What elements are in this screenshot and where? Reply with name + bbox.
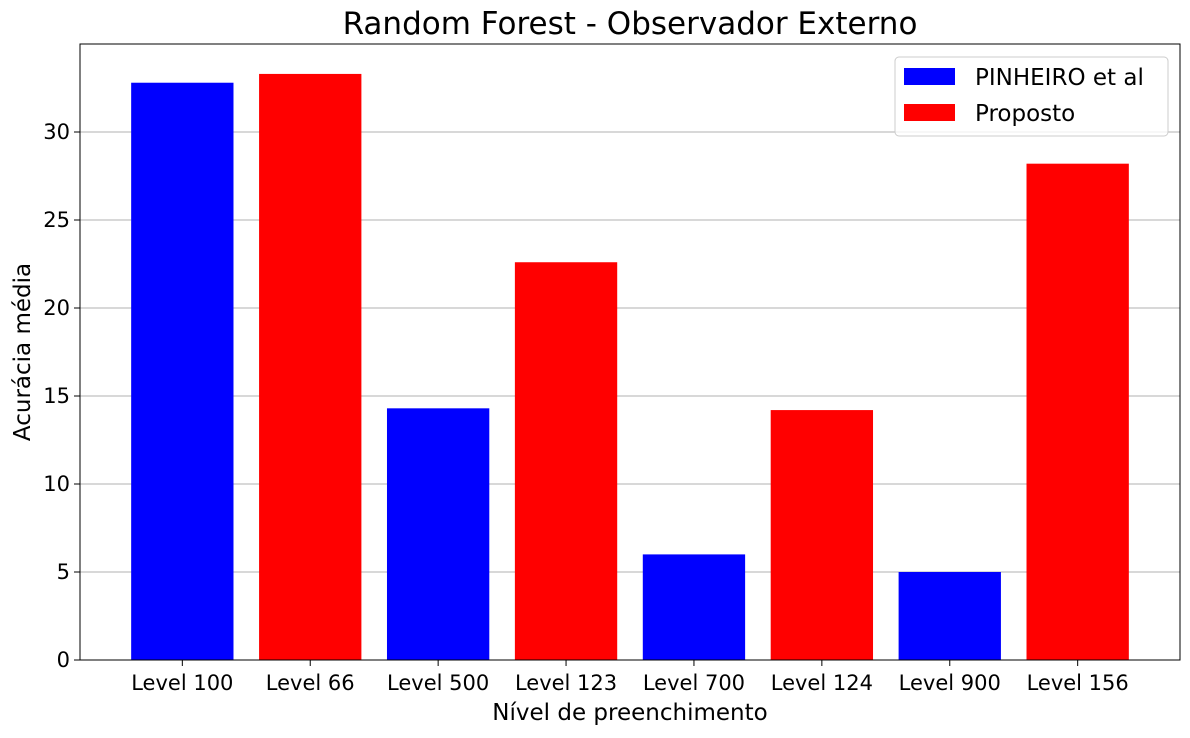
x-tick-label-3: Level 123 [515, 671, 617, 695]
y-tick-label-5: 25 [43, 208, 70, 232]
grid-lines [80, 131, 1180, 573]
legend-label-proposto: Proposto [975, 101, 1075, 127]
x-axis-label: Nível de preenchimento [492, 700, 767, 726]
y-axis-label: Acurácia média [10, 263, 36, 441]
y-axis-ticks: 0 5 10 15 20 25 30 [43, 120, 80, 672]
bar-3 [514, 262, 618, 660]
chart-title: Random Forest - Observador Externo [343, 6, 918, 42]
bar-1 [259, 73, 362, 661]
bar-5 [770, 410, 874, 660]
bars [131, 73, 1129, 661]
x-tick-label-6: Level 900 [899, 671, 1001, 695]
legend-frame [894, 56, 1169, 137]
x-tick-label-5: Level 124 [771, 671, 873, 695]
legend-swatch-proposto [904, 104, 955, 121]
y-tick-label-0: 0 [57, 648, 70, 672]
bar-0 [131, 82, 234, 661]
x-tick-label-4: Level 700 [643, 671, 745, 695]
bar-6 [898, 572, 1001, 660]
legend: PINHEIRO et al Proposto [894, 56, 1169, 137]
x-axis-ticks: Level 100 Level 66 Level 500 Level 123 Level… [131, 660, 1129, 695]
x-tick-label-2: Level 500 [387, 671, 489, 695]
y-tick-label-4: 20 [43, 296, 70, 320]
legend-label-pinheiro: PINHEIRO et al [975, 65, 1144, 91]
x-tick-label-0: Level 100 [131, 671, 233, 695]
x-tick-label-7: Level 156 [1027, 671, 1129, 695]
y-tick-label-1: 5 [57, 560, 70, 584]
y-tick-label-3: 15 [43, 384, 70, 408]
bar-7 [1026, 163, 1129, 660]
bar-4 [642, 554, 746, 660]
bar-2 [386, 408, 490, 660]
plot-frame [79, 43, 1181, 661]
x-tick-label-1: Level 66 [266, 671, 355, 695]
y-tick-label-2: 10 [43, 472, 70, 496]
legend-swatch-pinheiro [904, 68, 955, 85]
y-tick-label-6: 30 [43, 120, 70, 144]
